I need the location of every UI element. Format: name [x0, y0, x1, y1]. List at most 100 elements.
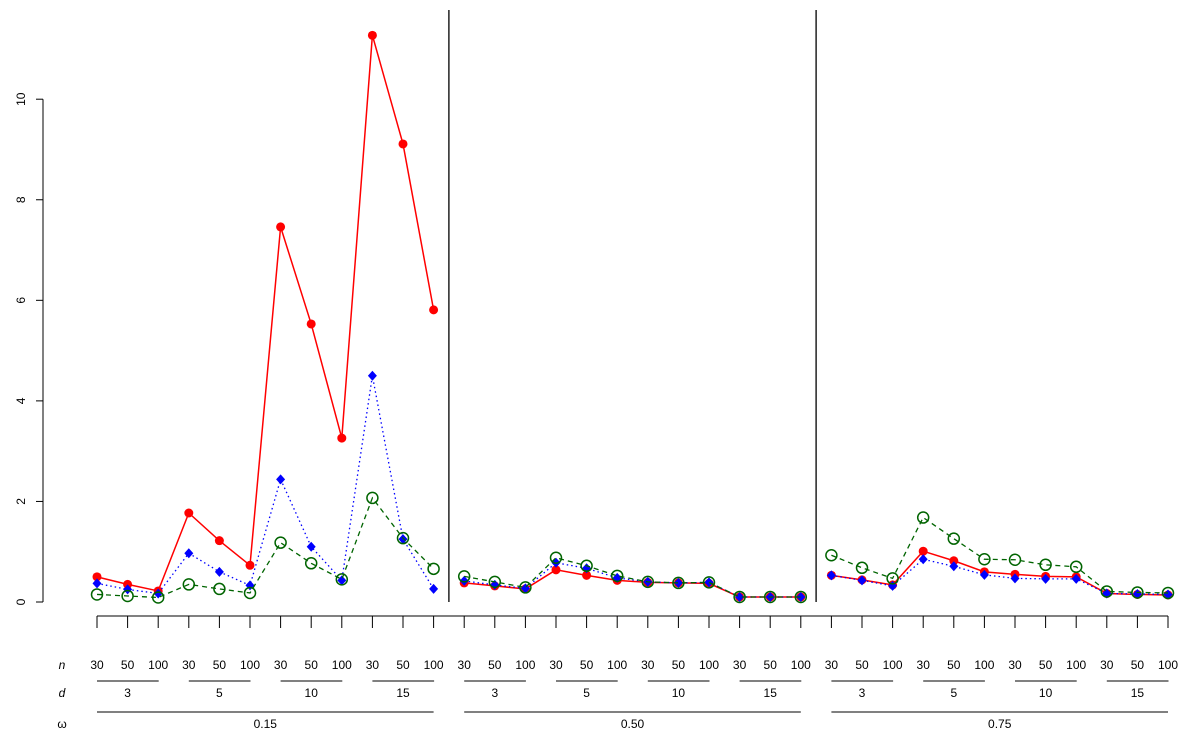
n-label: 30 — [90, 658, 104, 672]
data-point — [123, 579, 133, 589]
data-point — [886, 572, 899, 585]
data-point — [763, 590, 777, 604]
n-label: 50 — [764, 658, 778, 672]
data-point — [735, 591, 745, 602]
series-line — [831, 558, 1169, 596]
series-line — [96, 35, 435, 592]
n-label: 30 — [366, 658, 380, 672]
data-point — [92, 578, 102, 589]
data-point — [672, 576, 685, 590]
n-label: 50 — [213, 658, 227, 672]
data-point — [488, 575, 502, 589]
data-point — [245, 560, 255, 570]
series-line — [464, 557, 801, 598]
n-label: 50 — [855, 658, 869, 672]
data-point — [580, 559, 593, 573]
data-point — [151, 591, 165, 604]
n-label: 30 — [274, 658, 288, 672]
n-label: 50 — [672, 658, 686, 672]
data-point — [276, 474, 286, 485]
n-label: 100 — [332, 658, 352, 672]
n-label: 30 — [641, 658, 655, 672]
d-label: 3 — [491, 686, 498, 700]
data-point — [214, 566, 224, 577]
data-point — [796, 591, 806, 602]
n-label: 100 — [424, 658, 444, 672]
data-point — [184, 548, 194, 559]
data-point — [1163, 589, 1173, 600]
data-point — [918, 546, 928, 556]
n-label: 100 — [791, 658, 811, 672]
data-point — [610, 569, 624, 583]
d-label: 5 — [950, 686, 957, 700]
n-label: 50 — [488, 658, 502, 672]
n-label: 50 — [305, 658, 319, 672]
d-label: 5 — [583, 686, 590, 700]
data-point — [673, 577, 683, 588]
data-point — [398, 534, 408, 545]
data-point — [794, 590, 808, 604]
data-point — [949, 556, 959, 566]
series-line — [464, 562, 801, 598]
data-point — [335, 573, 349, 586]
data-point — [306, 541, 316, 552]
data-point — [519, 581, 532, 594]
n-label: 50 — [1039, 658, 1053, 672]
y-tick-label: 2 — [14, 498, 28, 505]
n-label: 100 — [515, 658, 535, 672]
data-point — [429, 305, 439, 315]
n-label: 50 — [580, 658, 594, 672]
data-point — [1161, 586, 1175, 600]
data-point — [276, 222, 286, 232]
data-point — [857, 575, 867, 586]
data-point — [949, 561, 959, 572]
n-label: 100 — [883, 658, 903, 672]
omega-label: 0.15 — [254, 717, 278, 731]
omega-label: 0.75 — [988, 717, 1012, 731]
data-point — [121, 589, 134, 603]
data-point — [826, 570, 836, 581]
data-point — [641, 575, 655, 589]
data-point — [306, 319, 316, 329]
y-tick-label: 10 — [14, 92, 28, 106]
data-point — [1100, 585, 1114, 598]
d-label: 5 — [216, 686, 223, 700]
data-point — [1041, 573, 1051, 584]
data-point — [978, 553, 991, 566]
data-point — [457, 570, 471, 583]
y-tick-label: 6 — [14, 297, 28, 304]
data-point — [979, 569, 989, 580]
data-point — [429, 583, 439, 594]
d-label: 15 — [396, 686, 410, 700]
n-label: 100 — [974, 658, 994, 672]
series-line — [831, 550, 1169, 596]
n-label: 30 — [733, 658, 747, 672]
data-point — [702, 576, 716, 589]
data-point — [366, 491, 379, 505]
data-point — [337, 433, 347, 443]
n-label: 100 — [240, 658, 260, 672]
panel-separators — [448, 10, 817, 602]
data-point — [459, 575, 469, 586]
n-label: 100 — [148, 658, 168, 672]
data-point — [1132, 588, 1142, 599]
series-layer — [90, 30, 1175, 604]
n-label: 100 — [1066, 658, 1086, 672]
data-point — [427, 562, 440, 576]
x-axis — [96, 615, 1169, 628]
y-tick-label: 0 — [14, 598, 28, 605]
n-label: 30 — [1008, 658, 1022, 672]
d-label: 3 — [124, 686, 131, 700]
series-line — [831, 516, 1169, 594]
data-point — [213, 582, 226, 596]
n-label: 30 — [458, 658, 472, 672]
data-point — [916, 511, 930, 524]
n-label: 30 — [549, 658, 563, 672]
d-label: 15 — [1131, 686, 1145, 700]
data-point — [1008, 553, 1022, 567]
d-label: 10 — [672, 686, 686, 700]
omega-label: 0.50 — [621, 717, 645, 731]
data-point — [184, 508, 194, 518]
data-point — [1069, 560, 1083, 574]
data-point — [243, 586, 257, 600]
